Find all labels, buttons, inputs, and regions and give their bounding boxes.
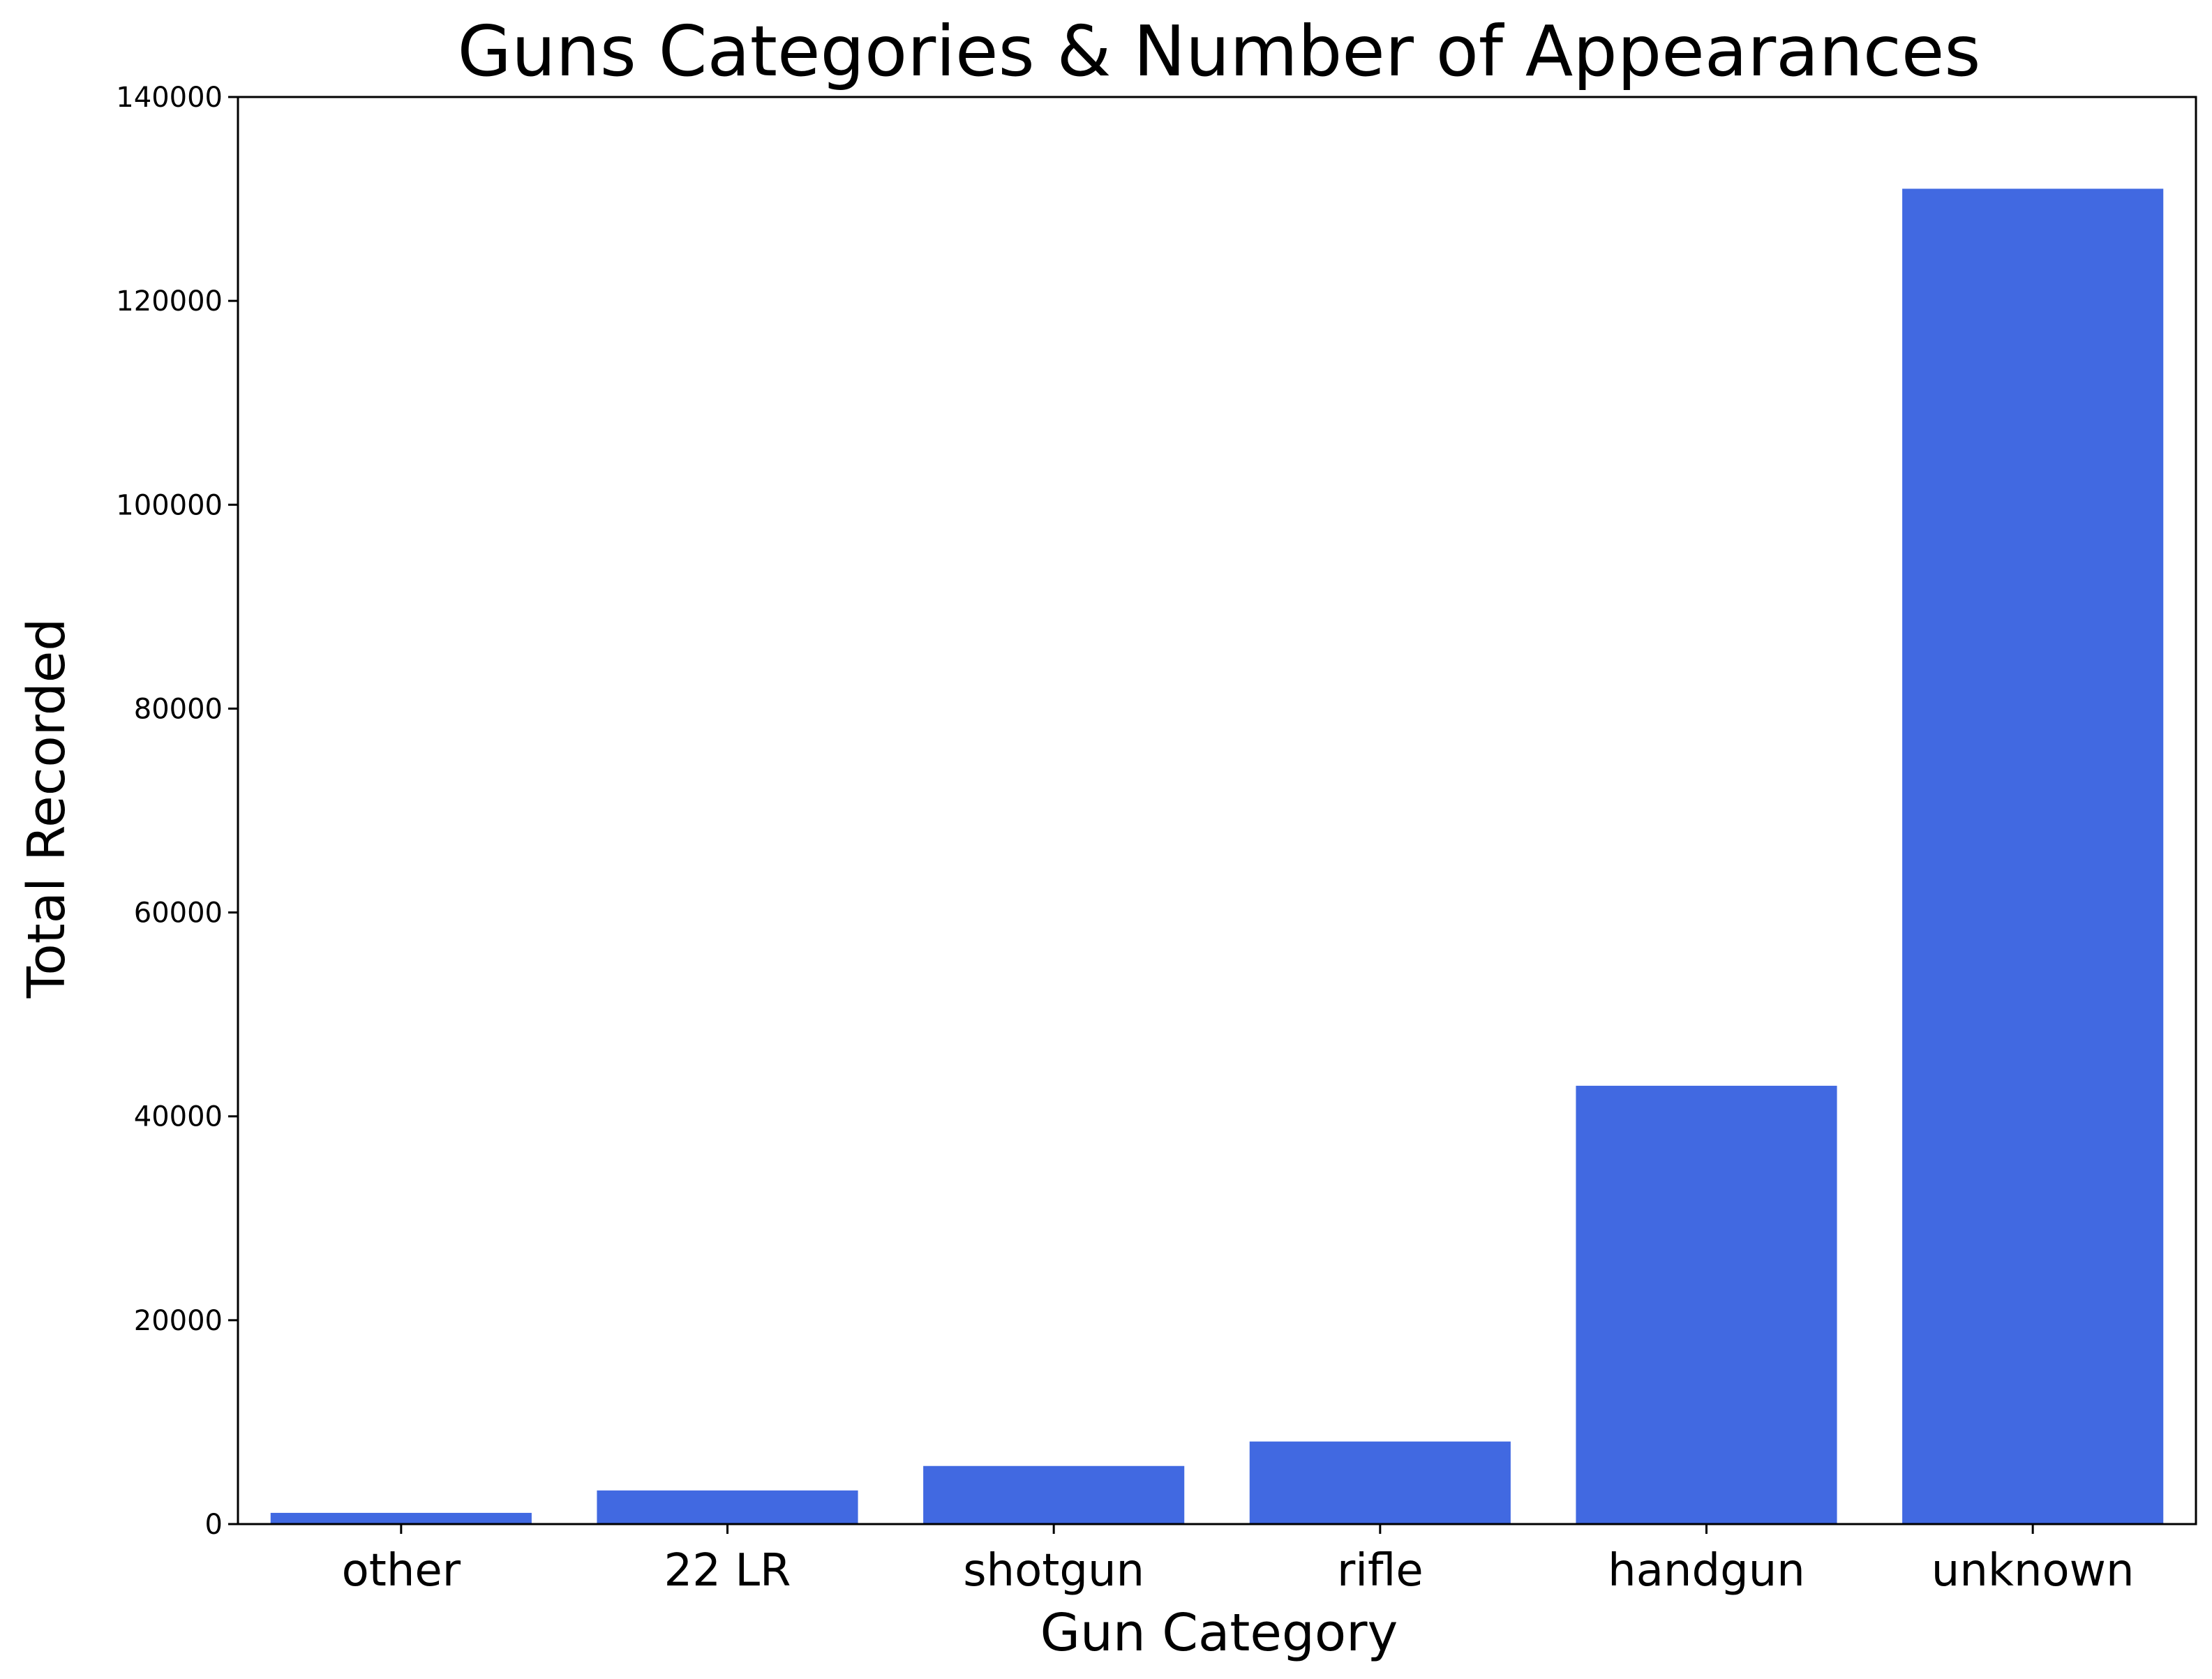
bar-unknown bbox=[1902, 188, 2164, 1524]
y-tick-label: 140000 bbox=[116, 82, 223, 114]
y-tick-label: 120000 bbox=[116, 285, 223, 318]
y-axis-ticks: 0 20000 40000 60000 80000 100000 120000 140000 bbox=[116, 82, 238, 1541]
x-tick-label-rifle: rifle bbox=[1337, 1545, 1423, 1597]
plot-area-frame bbox=[237, 96, 2197, 1525]
x-axis-label: Gun Category bbox=[1040, 1603, 1398, 1663]
y-tick-label: 100000 bbox=[116, 489, 223, 521]
y-tick-label: 0 bbox=[205, 1509, 223, 1541]
x-axis-ticks: other 22 LR shotgun rifle handgun unknown bbox=[342, 1524, 2135, 1597]
bar-22-lr bbox=[597, 1490, 858, 1524]
y-tick-label: 20000 bbox=[134, 1305, 223, 1337]
x-tick-label-unknown: unknown bbox=[1931, 1545, 2135, 1597]
bar-handgun bbox=[1576, 1085, 1837, 1524]
bar-other bbox=[270, 1512, 532, 1524]
bar-shotgun bbox=[923, 1465, 1185, 1524]
chart-title: Guns Categories & Number of Appearances bbox=[458, 10, 1981, 92]
y-tick-label: 40000 bbox=[134, 1101, 223, 1133]
x-tick-label-shotgun: shotgun bbox=[963, 1545, 1144, 1597]
x-tick-label-other: other bbox=[342, 1545, 461, 1597]
x-tick-label-22-lr: 22 LR bbox=[664, 1545, 791, 1597]
y-tick-label: 80000 bbox=[134, 693, 223, 725]
bar-rifle bbox=[1249, 1441, 1511, 1524]
x-tick-label-handgun: handgun bbox=[1608, 1545, 1805, 1597]
y-axis-label: Total Recorded bbox=[17, 618, 77, 999]
bars-group bbox=[270, 188, 2164, 1524]
y-tick-label: 60000 bbox=[134, 897, 223, 930]
